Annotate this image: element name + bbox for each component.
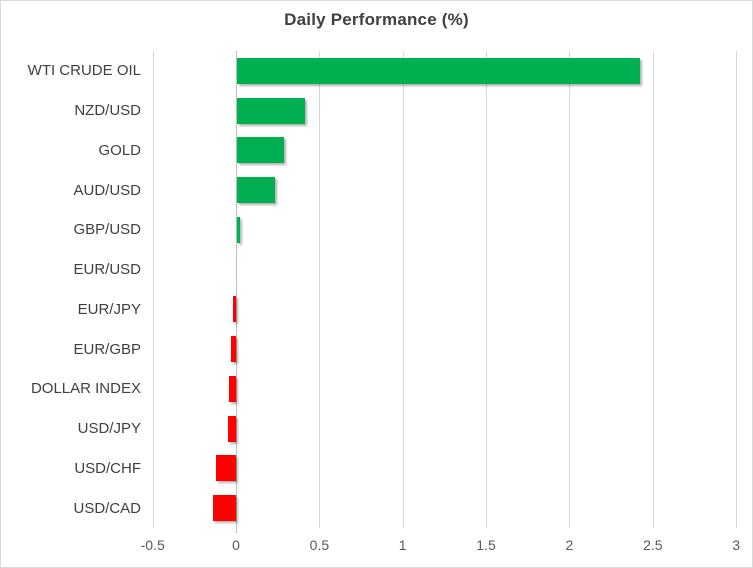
category-label: GOLD — [98, 141, 141, 159]
gridline — [319, 51, 321, 528]
gridline — [402, 51, 404, 528]
bar-usd-chf — [216, 455, 236, 482]
bar-usd-jpy — [227, 415, 236, 442]
gridline — [486, 51, 487, 528]
bar-usd-cad — [212, 495, 236, 522]
x-tick-label: 2.5 — [643, 537, 663, 553]
category-label: EUR/JPY — [77, 300, 141, 318]
bar-gbp-usd — [237, 216, 241, 243]
x-tick-label: 1 — [398, 537, 407, 553]
x-tick-label: 0.5 — [309, 537, 330, 553]
category-label: WTI CRUDE OIL — [27, 62, 141, 80]
category-label: USD/CAD — [73, 499, 141, 517]
bar-gold — [237, 137, 284, 164]
category-label: USD/CHF — [74, 459, 141, 477]
gridline — [652, 51, 654, 528]
category-label: GBP/USD — [73, 221, 141, 239]
bar-dollar-index — [229, 375, 236, 402]
bar-nzd-usd — [237, 97, 306, 124]
bar-wti-crude-oil — [237, 57, 641, 84]
bar-aud-usd — [237, 177, 276, 204]
category-label: AUD/USD — [73, 181, 141, 199]
gridline — [569, 51, 571, 528]
category-label: NZD/USD — [74, 102, 141, 120]
x-tick-label: 1.5 — [476, 537, 496, 553]
x-tick-label: 2 — [565, 537, 574, 553]
category-label: USD/JPY — [77, 420, 141, 438]
gridline — [736, 51, 738, 528]
category-label: EUR/GBP — [73, 340, 141, 358]
chart-title: Daily Performance (%) — [284, 10, 469, 29]
bar-eur-gbp — [231, 336, 236, 363]
x-tick-label: 3 — [732, 537, 740, 553]
x-tick-label: -0.5 — [140, 537, 165, 553]
gridline — [152, 51, 154, 528]
category-label: DOLLAR INDEX — [30, 380, 141, 398]
bar-eur-jpy — [232, 296, 236, 323]
zero-axis-line — [236, 51, 237, 533]
x-tick-label: 0 — [232, 537, 240, 553]
category-label: EUR/USD — [73, 261, 141, 279]
